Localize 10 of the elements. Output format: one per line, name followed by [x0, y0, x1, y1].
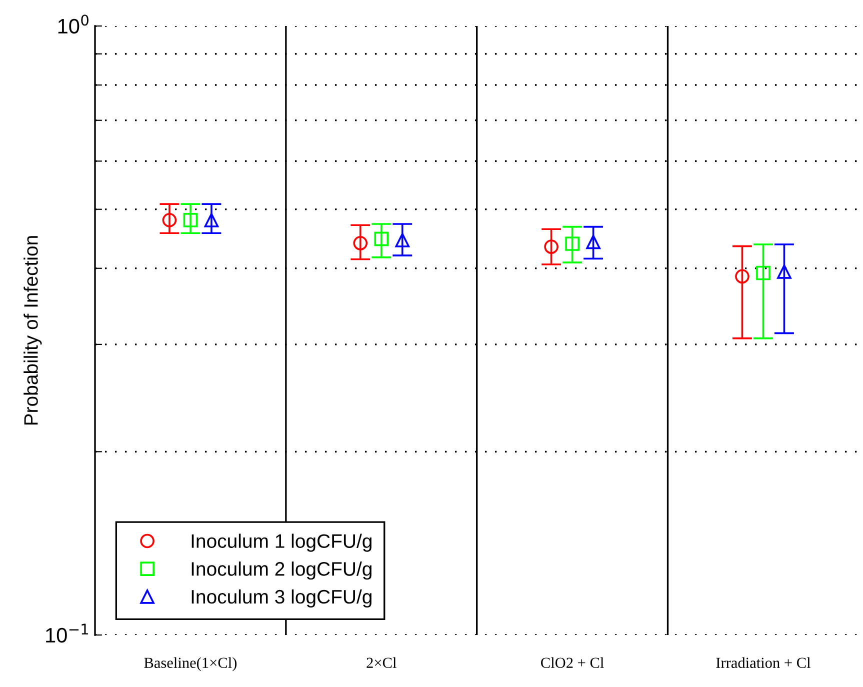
x-tick-label: Baseline(1×Cl) — [144, 657, 237, 672]
y-tick-label: 10$^{−1}$ — [46, 624, 88, 643]
y-axis-title: Probability of Infection — [24, 236, 42, 425]
legend-label: Inoculum 2 logCFU/g — [192, 562, 372, 580]
x-tick-label: ClO2 + Cl — [541, 657, 604, 668]
x-tick-label: Irradiation + Cl — [716, 657, 810, 668]
legend-label: Inoculum 3 logCFU/g — [192, 589, 372, 608]
y-tick-label: 10$^{0}$ — [58, 14, 88, 34]
legend-label: Inoculum 1 logCFU/g — [192, 534, 372, 552]
x-tick-label: 2×Cl — [366, 657, 396, 668]
